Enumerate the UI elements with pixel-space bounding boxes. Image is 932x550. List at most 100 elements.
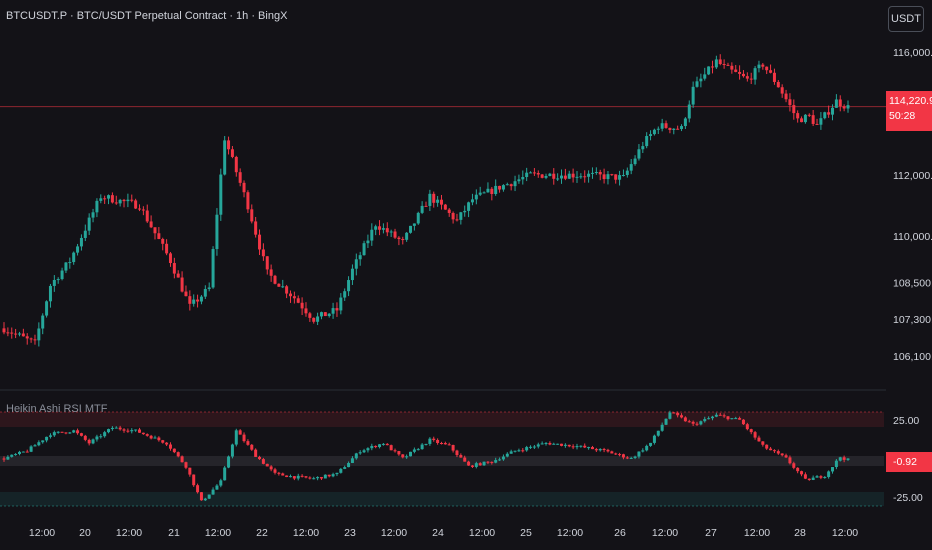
rsi-body [172, 448, 176, 453]
candle-body [52, 280, 56, 286]
candle-body [509, 184, 513, 187]
rsi-body [145, 434, 149, 436]
rsi-body [703, 419, 707, 422]
rsi-body [230, 444, 234, 457]
candle-body [641, 146, 645, 150]
candle-body [800, 118, 804, 123]
candle-body [107, 195, 111, 199]
candle-body [815, 123, 819, 125]
rsi-body [722, 415, 726, 417]
candle-body [548, 173, 552, 176]
rsi-body [319, 477, 323, 479]
candle-body [246, 192, 250, 210]
rsi-body [277, 472, 281, 474]
rsi-body [637, 451, 641, 457]
candle-body [168, 253, 172, 264]
rsi-body [99, 436, 103, 438]
rsi-body [439, 443, 443, 445]
price-axis-label: 108,500.0 [893, 277, 932, 289]
candle-body [10, 332, 14, 334]
currency-button[interactable]: USDT [888, 6, 924, 32]
rsi-body [494, 460, 498, 463]
candle-body [652, 129, 656, 135]
rsi-body [60, 431, 64, 433]
rsi-body [134, 429, 138, 431]
candle-body [176, 273, 180, 278]
candle-body [823, 112, 827, 119]
symbol-title: BTCUSDT.P · BTC/USDT Perpetual Contract … [6, 10, 288, 22]
candle-body [261, 249, 265, 257]
candle-body [242, 182, 246, 193]
rsi-body [223, 467, 227, 481]
rsi-body [718, 414, 722, 416]
rsi-body [184, 462, 188, 468]
rsi-body [52, 432, 56, 436]
candle-body [29, 338, 33, 340]
rsi-body [79, 433, 83, 436]
candle-body [37, 328, 41, 341]
rsi-body [540, 443, 544, 445]
bar-countdown: 50:28 [889, 110, 916, 122]
rsi-body [827, 471, 831, 477]
candle-body [745, 76, 749, 79]
candle-body [529, 172, 533, 174]
rsi-body [126, 430, 130, 432]
candle-body [645, 136, 649, 147]
candle-body [672, 128, 676, 130]
candle-body [718, 59, 722, 65]
rsi-body [710, 416, 714, 419]
candle-body [374, 226, 378, 230]
rsi-body [292, 476, 296, 479]
candle-body [618, 175, 622, 180]
rsi-body [726, 416, 730, 420]
rsi-body [149, 435, 153, 439]
time-axis-label: 12:00 [381, 527, 407, 539]
candle-body [563, 175, 567, 179]
candle-body [788, 99, 792, 106]
candle-body [362, 243, 366, 256]
rsi-body [188, 467, 192, 475]
candle-body [676, 128, 680, 130]
candle-body [498, 185, 502, 190]
rsi-body [482, 461, 486, 466]
candle-body [138, 208, 142, 210]
rsi-body [803, 474, 807, 479]
time-axis-label: 12:00 [29, 527, 55, 539]
candle-body [486, 188, 490, 193]
candle-body [606, 174, 610, 180]
candle-body [691, 86, 695, 105]
rsi-body [490, 461, 494, 463]
candle-body [439, 199, 443, 205]
price-axis-label: 106,100.0 [893, 351, 932, 363]
rsi-body [734, 418, 738, 420]
rsi-body [699, 421, 703, 425]
rsi-body [532, 446, 536, 448]
candle-body [323, 312, 327, 317]
oversold-zone [0, 492, 884, 506]
rsi-body [416, 449, 420, 451]
rsi-body [331, 474, 335, 477]
rsi-body [258, 456, 262, 460]
candle-body [265, 256, 269, 270]
candle-body [695, 81, 699, 87]
candle-body [819, 118, 823, 125]
candle-body [292, 296, 296, 299]
time-axis-label: 12:00 [652, 527, 678, 539]
candle-body [211, 249, 215, 288]
rsi-body [517, 450, 521, 452]
rsi-body [199, 492, 203, 501]
candle-body [490, 188, 494, 194]
candle-body [749, 78, 753, 80]
rsi-body [141, 432, 145, 435]
rsi-body [575, 446, 579, 448]
rsi-body [68, 432, 72, 434]
candle-body [432, 193, 436, 203]
rsi-body [672, 412, 676, 414]
rsi-body [432, 438, 436, 440]
candle-body [207, 287, 211, 290]
rsi-body [161, 440, 165, 443]
candle-body [122, 199, 126, 202]
rsi-body [463, 457, 467, 462]
time-axis-label: 22 [256, 527, 268, 539]
